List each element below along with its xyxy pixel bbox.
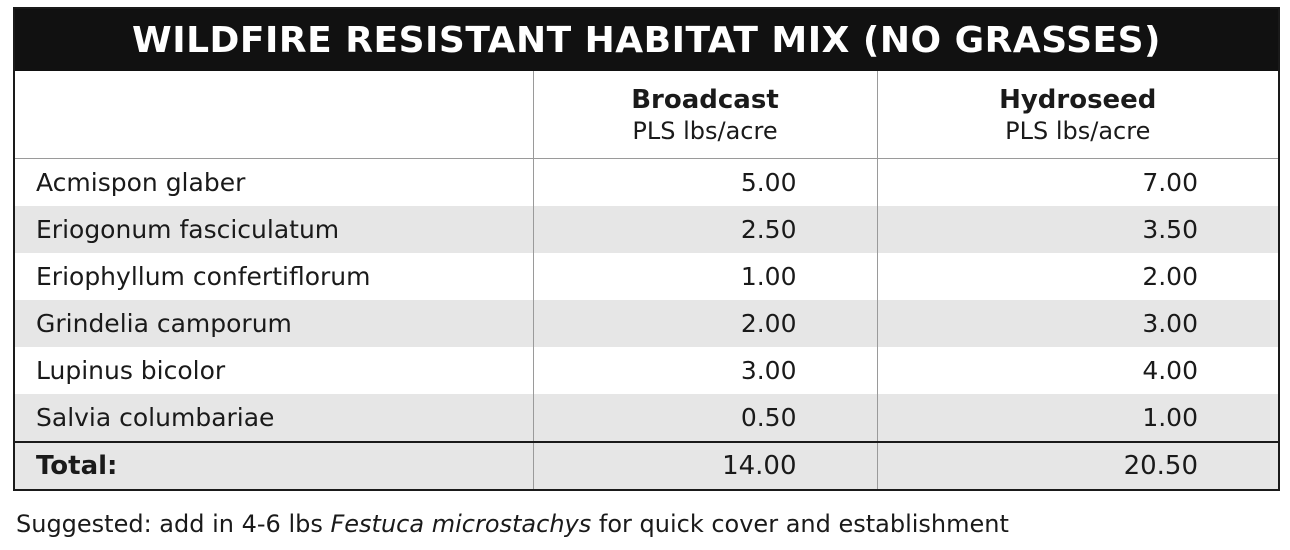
broadcast-rate: 1.00 bbox=[532, 253, 877, 300]
seed-mix-table: Broadcast PLS lbs/acre Hydroseed PLS lbs… bbox=[15, 71, 1278, 489]
total-row: Total: 14.00 20.50 bbox=[15, 441, 1278, 489]
seed-mix-table-container: WILDFIRE RESISTANT HABITAT MIX (NO GRASS… bbox=[13, 7, 1280, 491]
species-name: Eriogonum fasciculatum bbox=[15, 206, 533, 253]
footnote-prefix: Suggested: add in 4-6 lbs bbox=[16, 510, 331, 538]
header-broadcast: Broadcast PLS lbs/acre bbox=[532, 71, 877, 159]
broadcast-rate: 3.00 bbox=[532, 347, 877, 394]
table-row: Lupinus bicolor 3.00 4.00 bbox=[15, 347, 1278, 394]
footnote-suffix: for quick cover and establishment bbox=[591, 510, 1009, 538]
table-row: Salvia columbariae 0.50 1.00 bbox=[15, 394, 1278, 442]
footnote: Suggested: add in 4-6 lbs Festuca micros… bbox=[16, 510, 1009, 538]
header-species-cell bbox=[15, 71, 533, 159]
header-hydroseed: Hydroseed PLS lbs/acre bbox=[876, 71, 1278, 159]
header-row: Broadcast PLS lbs/acre Hydroseed PLS lbs… bbox=[15, 71, 1278, 159]
table-row: Eriophyllum confertiflorum 1.00 2.00 bbox=[15, 253, 1278, 300]
broadcast-rate: 0.50 bbox=[532, 394, 877, 442]
species-name: Salvia columbariae bbox=[15, 394, 533, 442]
hydroseed-rate: 3.50 bbox=[876, 206, 1278, 253]
species-name: Grindelia camporum bbox=[15, 300, 533, 347]
hydroseed-rate: 4.00 bbox=[876, 347, 1278, 394]
broadcast-rate: 5.00 bbox=[532, 158, 877, 206]
hydroseed-rate: 7.00 bbox=[876, 158, 1278, 206]
hydroseed-rate: 2.00 bbox=[876, 253, 1278, 300]
hydroseed-rate: 3.00 bbox=[876, 300, 1278, 347]
species-name: Eriophyllum confertiflorum bbox=[36, 262, 371, 291]
broadcast-unit-label: PLS lbs/acre bbox=[632, 116, 778, 145]
hydroseed-method-label: Hydroseed bbox=[999, 84, 1157, 115]
total-broadcast: 14.00 bbox=[532, 441, 877, 489]
hydroseed-unit-label: PLS lbs/acre bbox=[1005, 116, 1151, 145]
hydroseed-rate: 1.00 bbox=[876, 394, 1278, 442]
table-title: WILDFIRE RESISTANT HABITAT MIX (NO GRASS… bbox=[15, 9, 1278, 71]
table-row: Grindelia camporum 2.00 3.00 bbox=[15, 300, 1278, 347]
species-name: Acmispon glaber bbox=[36, 168, 246, 197]
table-row: Acmispon glaber 5.00 7.00 bbox=[15, 158, 1278, 206]
species-name: Lupinus bicolor bbox=[36, 356, 226, 385]
table-row: Eriogonum fasciculatum 2.50 3.50 bbox=[15, 206, 1278, 253]
broadcast-rate: 2.50 bbox=[532, 206, 877, 253]
broadcast-rate: 2.00 bbox=[532, 300, 877, 347]
total-hydroseed: 20.50 bbox=[876, 441, 1278, 489]
footnote-species: Festuca microstachys bbox=[330, 510, 592, 538]
broadcast-method-label: Broadcast bbox=[631, 84, 779, 115]
total-label: Total: bbox=[15, 441, 533, 489]
